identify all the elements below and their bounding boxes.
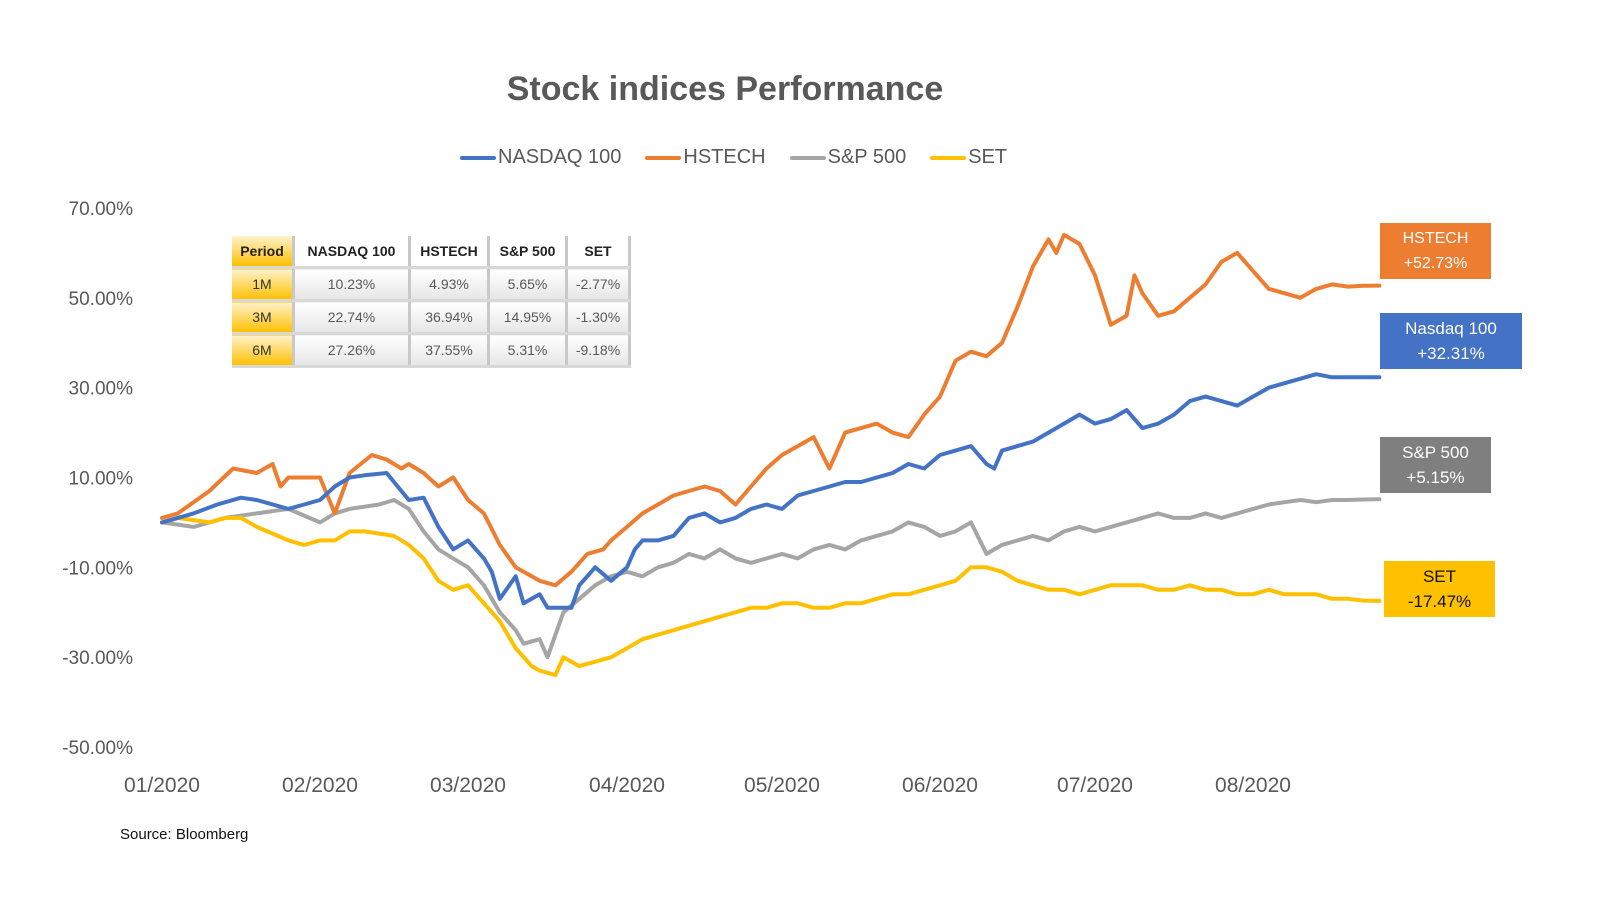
end-label-nasdaq-name: Nasdaq 100	[1405, 319, 1497, 338]
table-row: 3M 22.74% 36.94% 14.95% -1.30%	[232, 300, 631, 335]
legend-item-sp500[interactable]: S&P 500	[789, 146, 907, 169]
x-tick-label: 03/2020	[430, 774, 506, 797]
legend-label-nasdaq: NASDAQ 100	[498, 146, 622, 168]
legend-swatch-hstech	[645, 155, 682, 160]
legend-swatch-nasdaq	[460, 155, 496, 160]
end-label-sp500: S&P 500 +5.15%	[1380, 437, 1491, 493]
chart-title: Stock indices Performance	[506, 70, 944, 108]
legend-swatch-set	[930, 155, 967, 160]
x-tick-label: 08/2020	[1215, 774, 1291, 797]
y-tick-label: 30.00%	[69, 379, 134, 400]
x-tick-label: 04/2020	[589, 774, 665, 797]
table-header-set: SET	[566, 236, 631, 269]
table-header-hstech: HSTECH	[409, 236, 490, 269]
y-tick-label: -50.00%	[62, 738, 133, 759]
legend: NASDAQ 100 HSTECH S&P 500 SET	[460, 146, 1007, 169]
legend-item-nasdaq[interactable]: NASDAQ 100	[460, 146, 621, 169]
table-cell-sp500: 14.95%	[488, 300, 568, 335]
end-label-set: SET -17.47%	[1384, 561, 1495, 617]
series-line-set[interactable]	[160, 515, 1382, 678]
table-cell-period: 6M	[232, 333, 295, 368]
table-cell-hstech: 4.93%	[409, 267, 490, 302]
x-tick-label: 05/2020	[744, 774, 820, 797]
series-line-hstech[interactable]	[160, 232, 1382, 588]
table-header-nasdaq: NASDAQ 100	[293, 236, 411, 269]
table-header-row: Period NASDAQ 100 HSTECH S&P 500 SET	[232, 236, 631, 269]
series-line-nasdaq-100[interactable]	[160, 372, 1382, 610]
end-label-hstech: HSTECH +52.73%	[1380, 223, 1491, 279]
end-label-set-name: SET	[1422, 567, 1457, 586]
end-label-nasdaq-value: +32.31%	[1417, 344, 1485, 363]
y-axis: 70.00% 50.00% 30.00% 10.00% -10.00% -30.00% -5…	[62, 199, 133, 759]
table-row: 6M 27.26% 37.55% 5.31% -9.18%	[232, 333, 631, 368]
table-row: 1M 10.23% 4.93% 5.65% -2.77%	[232, 267, 631, 302]
y-tick-label: -10.00%	[62, 558, 133, 579]
y-tick-label: 70.00%	[69, 199, 134, 220]
table-cell-hstech: 36.94%	[409, 300, 490, 335]
x-tick-label: 02/2020	[282, 774, 358, 797]
end-label-nasdaq: Nasdaq 100 +32.31%	[1380, 313, 1522, 369]
y-tick-label: 50.00%	[69, 289, 134, 310]
end-label-set-value: -17.47%	[1407, 592, 1472, 611]
y-tick-label: -30.00%	[62, 648, 133, 669]
table-cell-set: -9.18%	[566, 333, 631, 368]
end-label-sp500-value: +5.15%	[1406, 468, 1465, 487]
series-line-s-p-500[interactable]	[160, 497, 1382, 660]
table-cell-set: -1.30%	[566, 300, 631, 335]
x-axis: 01/2020 02/2020 03/2020 04/2020 05/2020 06/20…	[124, 774, 1291, 797]
series-lines	[160, 232, 1382, 678]
table-header-sp500: S&P 500	[488, 236, 568, 269]
table-cell-period: 3M	[232, 300, 295, 335]
legend-item-set[interactable]: SET	[930, 146, 1007, 169]
table-cell-nasdaq: 27.26%	[293, 333, 411, 368]
table-cell-period: 1M	[232, 267, 295, 302]
table-cell-sp500: 5.31%	[488, 333, 568, 368]
end-label-hstech-name: HSTECH	[1402, 230, 1469, 247]
source-note: Source: Bloomberg	[120, 826, 249, 843]
table-cell-sp500: 5.65%	[488, 267, 568, 302]
x-tick-label: 01/2020	[124, 774, 200, 797]
x-tick-label: 07/2020	[1057, 774, 1133, 797]
legend-item-hstech[interactable]: HSTECH	[645, 146, 766, 169]
table-cell-nasdaq: 10.23%	[293, 267, 411, 302]
end-label-sp500-name: S&P 500	[1402, 443, 1469, 462]
table-cell-nasdaq: 22.74%	[293, 300, 411, 335]
legend-label-sp500: S&P 500	[827, 146, 907, 168]
performance-table: Period NASDAQ 100 HSTECH S&P 500 SET 1M …	[232, 236, 631, 368]
x-tick-label: 06/2020	[902, 774, 978, 797]
table-cell-set: -2.77%	[566, 267, 631, 302]
legend-label-hstech: HSTECH	[683, 146, 766, 168]
legend-label-set: SET	[968, 146, 1008, 168]
end-label-hstech-value: +52.73%	[1403, 255, 1468, 272]
legend-swatch-sp500	[789, 155, 826, 160]
table-cell-hstech: 37.55%	[409, 333, 490, 368]
table-header-period: Period	[232, 236, 295, 269]
y-tick-label: 10.00%	[69, 469, 134, 490]
